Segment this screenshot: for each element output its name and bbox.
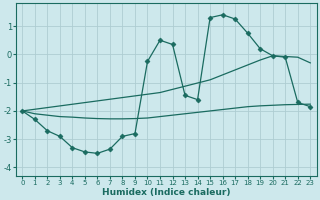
X-axis label: Humidex (Indice chaleur): Humidex (Indice chaleur) (102, 188, 230, 197)
